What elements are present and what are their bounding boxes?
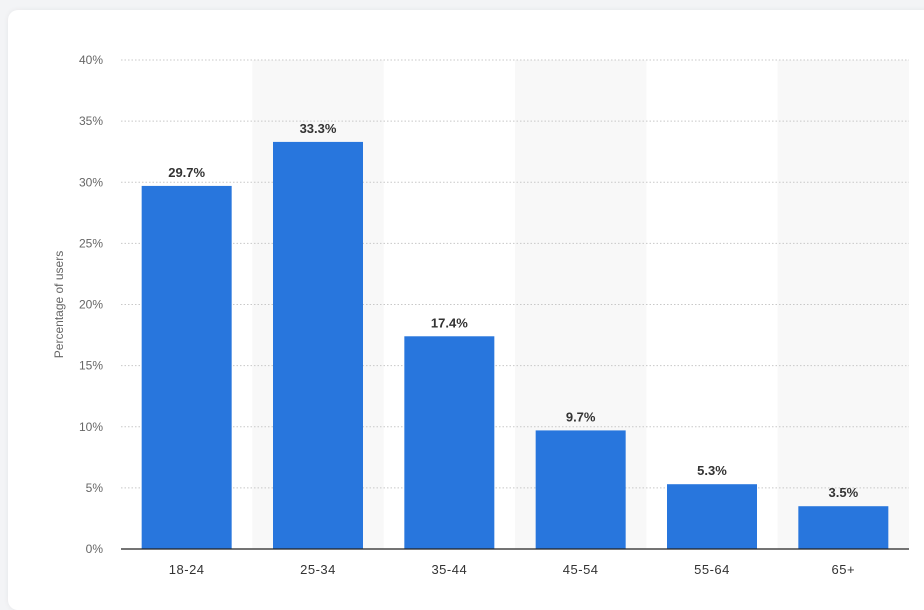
y-tick-label: 0%: [86, 542, 104, 556]
x-axis-categories: 18-24 25-34 35-44 45-54 55-64 65+: [169, 562, 855, 577]
x-category-label: 35-44: [431, 562, 467, 577]
y-tick-label: 30%: [79, 175, 103, 189]
y-tick-label: 25%: [79, 236, 103, 250]
data-labels: 29.7% 33.3% 17.4% 9.7% 5.3% 3.5%: [168, 121, 858, 500]
y-axis-ticks: 0% 5% 10% 15% 20% 25% 30% 35% 40%: [79, 53, 103, 556]
bar[interactable]: [535, 430, 626, 549]
x-category-label: 18-24: [169, 562, 205, 577]
bar[interactable]: [141, 185, 232, 550]
data-label: 29.7%: [168, 165, 205, 180]
x-category-label: 55-64: [694, 562, 730, 577]
y-tick-label: 20%: [79, 298, 103, 312]
bars: [141, 141, 889, 550]
data-label: 9.7%: [566, 409, 596, 424]
y-tick-label: 5%: [86, 481, 104, 495]
y-tick-label: 15%: [79, 359, 103, 373]
bar[interactable]: [404, 336, 495, 549]
x-category-label: 45-54: [563, 562, 599, 577]
y-tick-label: 35%: [79, 114, 103, 128]
data-label: 3.5%: [829, 485, 859, 500]
data-label: 33.3%: [300, 121, 337, 136]
bar[interactable]: [667, 484, 757, 549]
x-category-label: 25-34: [300, 562, 336, 577]
data-label: 17.4%: [431, 315, 468, 330]
bar[interactable]: [273, 141, 363, 549]
y-tick-label: 10%: [79, 420, 103, 434]
data-label: 5.3%: [697, 463, 727, 478]
x-category-label: 65+: [832, 562, 856, 577]
bar[interactable]: [798, 506, 889, 549]
y-axis-title: Percentage of users: [52, 251, 66, 358]
y-tick-label: 40%: [79, 53, 103, 67]
